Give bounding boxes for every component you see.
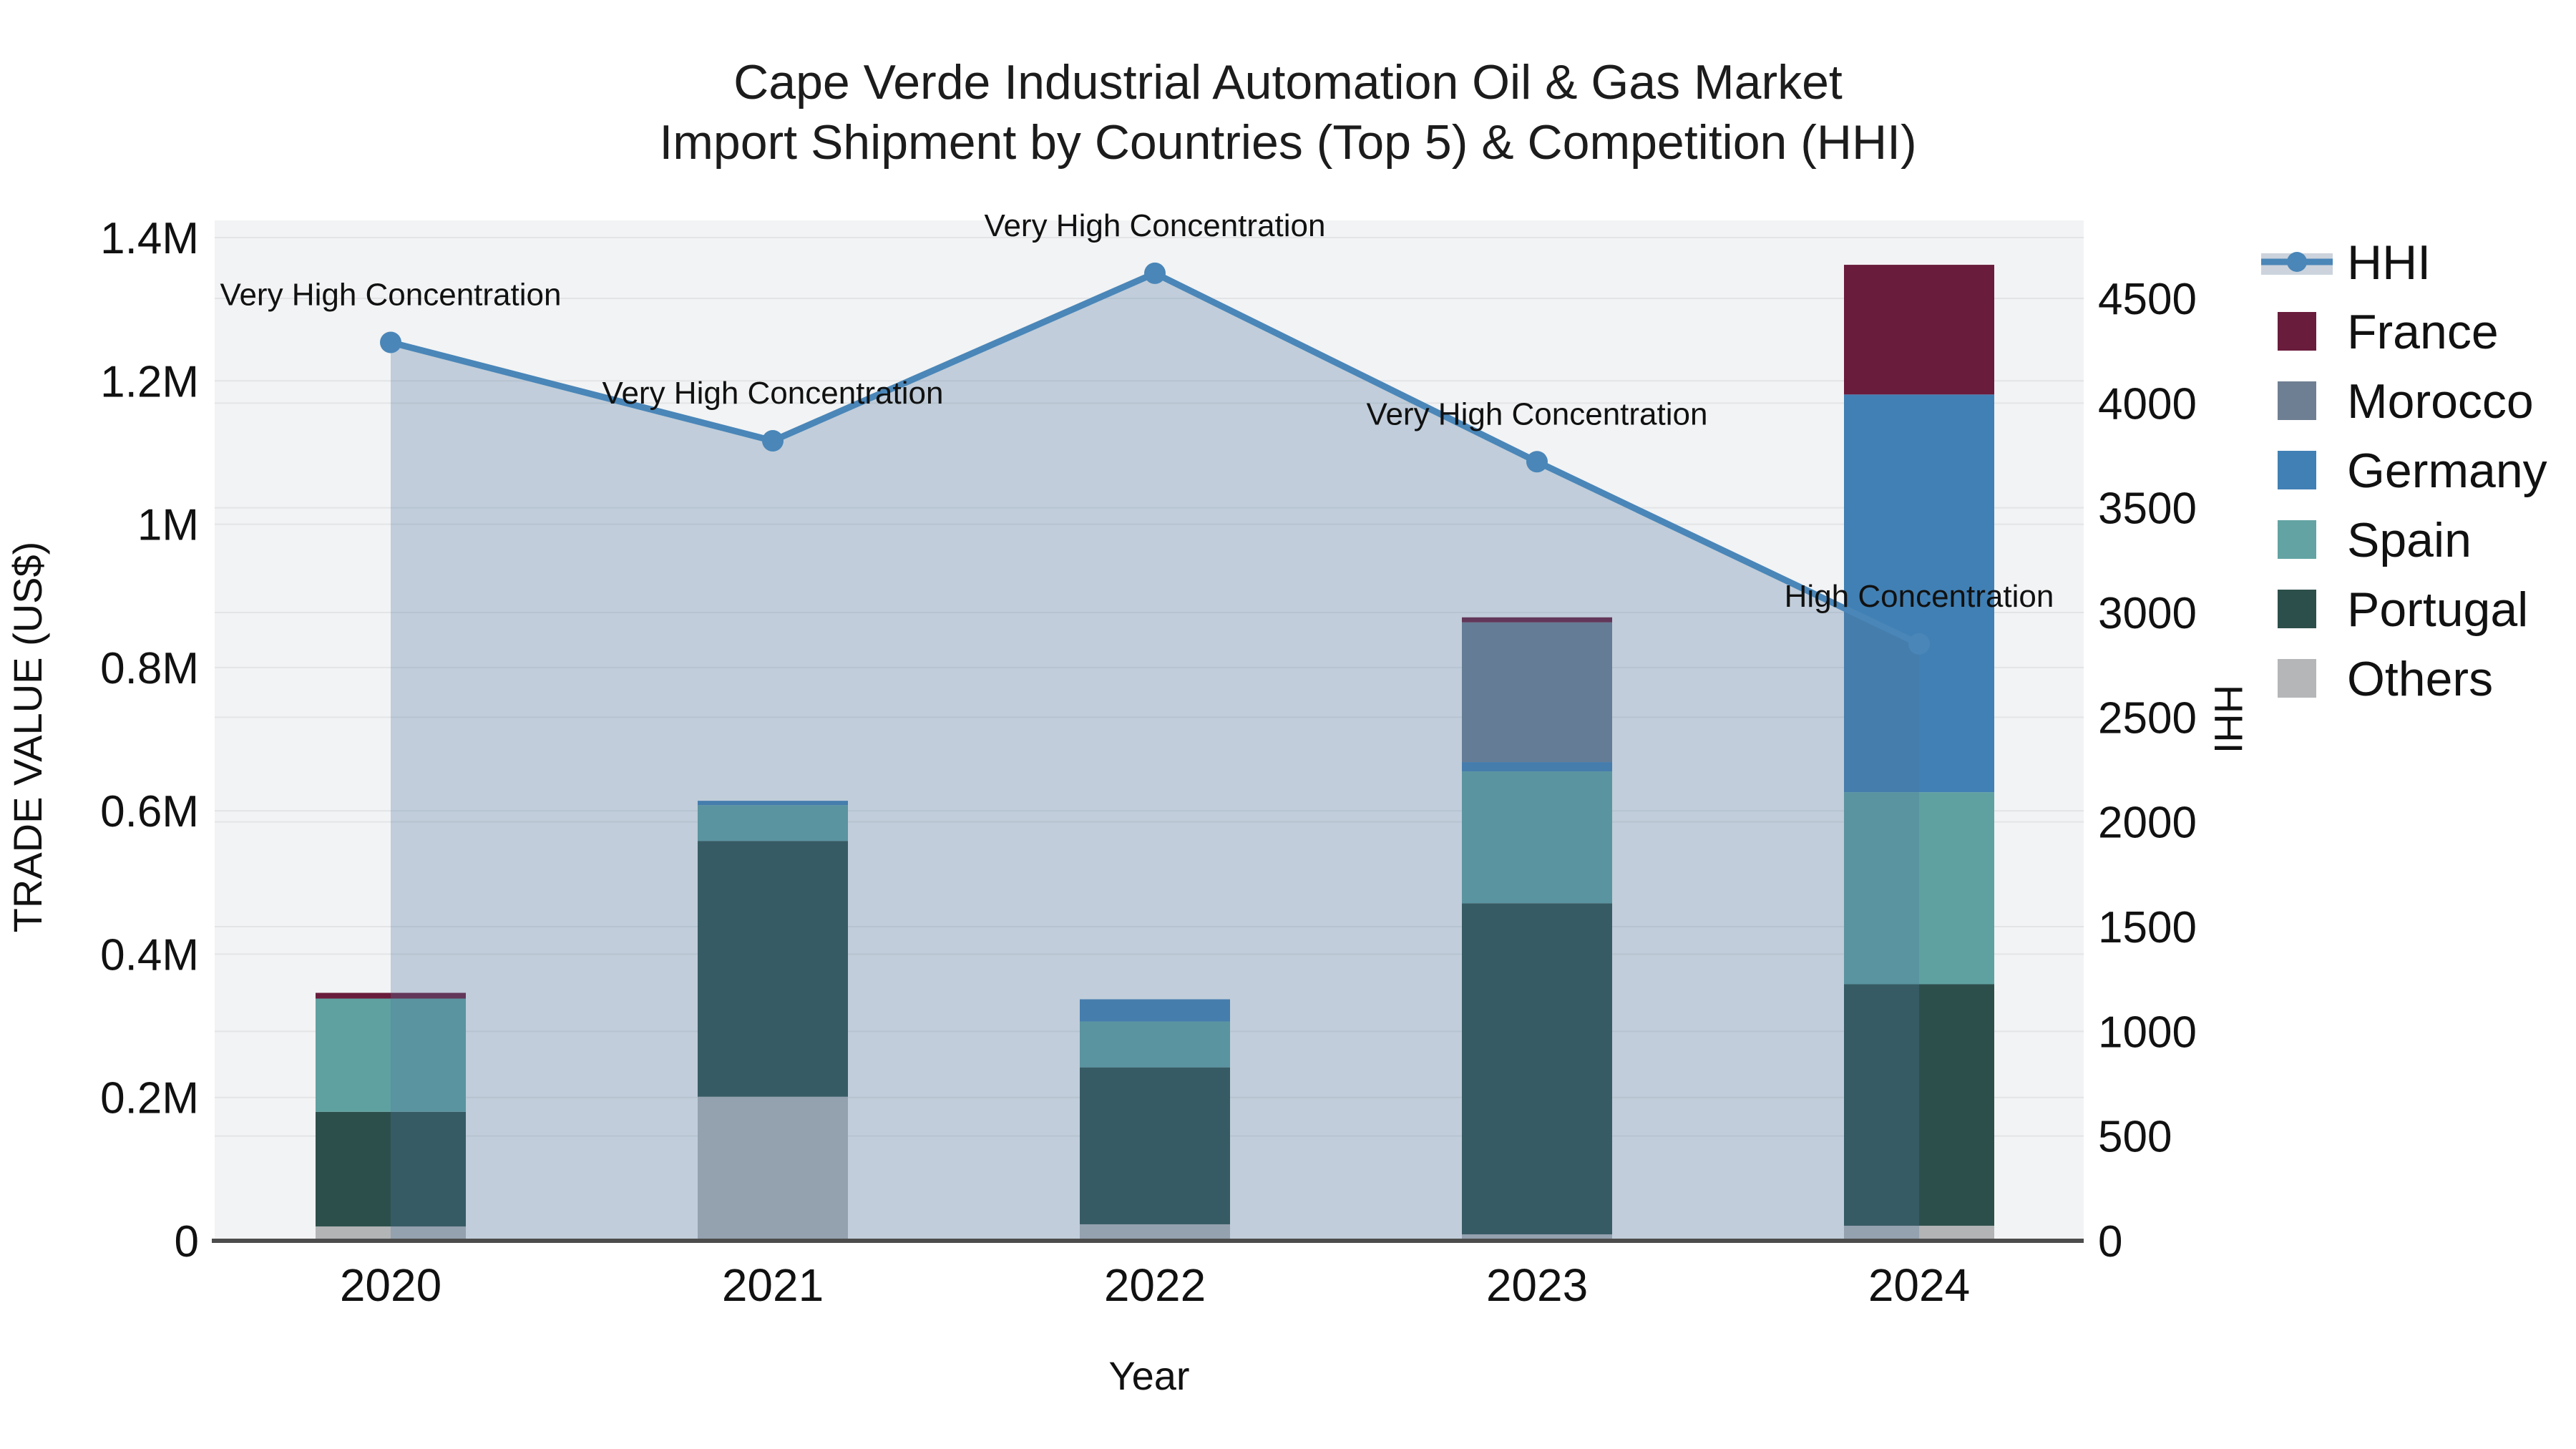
legend-item-morocco[interactable]: Morocco xyxy=(2278,374,2534,429)
bar-segment-portugal-2020[interactable] xyxy=(316,1111,466,1226)
legend-item-germany[interactable]: Germany xyxy=(2278,444,2547,498)
legend-label-hhi: HHI xyxy=(2347,235,2431,290)
bar-segment-spain-2023[interactable] xyxy=(1462,771,1612,904)
hhi-marker-2024[interactable] xyxy=(1908,633,1930,655)
legend-swatch-morocco xyxy=(2278,381,2316,420)
hhi-annotation-2022: Very High Concentration xyxy=(985,208,1326,243)
hhi-marker-2023[interactable] xyxy=(1526,451,1548,473)
legend-swatch-spain xyxy=(2278,520,2316,559)
stacked-bars-layer xyxy=(316,265,1994,1241)
left-axis-tick-label: 0.4M xyxy=(100,930,199,980)
bar-segment-spain-2021[interactable] xyxy=(698,805,848,841)
legend-label-france: France xyxy=(2347,305,2499,359)
legend-label-morocco: Morocco xyxy=(2347,374,2534,429)
bar-segment-germany-2023[interactable] xyxy=(1462,762,1612,772)
x-axis-title: Year xyxy=(1108,1353,1189,1398)
hhi-marker-2021[interactable] xyxy=(762,430,784,452)
right-axis-tick-label: 1000 xyxy=(2098,1008,2197,1057)
right-axis-tick-label: 2000 xyxy=(2098,799,2197,848)
bar-segment-portugal-2023[interactable] xyxy=(1462,903,1612,1234)
bar-segment-france-2020[interactable] xyxy=(316,992,466,999)
hhi-annotation-2024: High Concentration xyxy=(1785,579,2054,614)
annotations-layer: Very High Concentration Very High Concent… xyxy=(220,208,2054,614)
right-axis-tick-label: 4000 xyxy=(2098,379,2197,429)
x-tick-label-2021: 2021 xyxy=(722,1259,824,1311)
bar-segment-others-2023[interactable] xyxy=(1462,1234,1612,1241)
legend-item-spain[interactable]: Spain xyxy=(2278,513,2472,567)
bar-segment-portugal-2021[interactable] xyxy=(698,841,848,1097)
chart-title-line2: Import Shipment by Countries (Top 5) & C… xyxy=(659,115,1916,170)
bar-segment-germany-2021[interactable] xyxy=(698,801,848,806)
right-axis-tick-label: 500 xyxy=(2098,1113,2172,1162)
bar-segment-france-2023[interactable] xyxy=(1462,617,1612,623)
hhi-annotation-2023: Very High Concentration xyxy=(1367,396,1708,431)
legend-hhi-marker-icon xyxy=(2287,252,2307,272)
legend-label-others: Others xyxy=(2347,652,2493,706)
legend-item-france[interactable]: France xyxy=(2278,305,2499,359)
hhi-marker-2020[interactable] xyxy=(380,331,401,353)
left-axis-tick-label: 0.8M xyxy=(100,644,199,693)
legend-label-portugal: Portugal xyxy=(2347,582,2528,637)
bar-segment-france-2024[interactable] xyxy=(1844,265,1994,395)
x-tick-label-2023: 2023 xyxy=(1486,1259,1588,1311)
axes-layer: 0 0.2M 0.4M 0.6M 0.8M 1M 1.2M 1.4M 0 500 1000 1500 2… xyxy=(100,214,2197,1311)
right-axis-tick-label: 3500 xyxy=(2098,484,2197,534)
hhi-annotation-2021: Very High Concentration xyxy=(602,376,944,411)
bar-segment-portugal-2024[interactable] xyxy=(1844,984,1994,1226)
right-axis-title: HHI xyxy=(2206,685,2251,753)
right-axis-tick-label: 1500 xyxy=(2098,903,2197,952)
legend-label-spain: Spain xyxy=(2347,513,2472,567)
x-tick-label-2024: 2024 xyxy=(1868,1259,1970,1311)
left-axis-tick-label: 0.2M xyxy=(100,1074,199,1123)
bar-segment-germany-2022[interactable] xyxy=(1080,999,1230,1022)
bar-segment-spain-2022[interactable] xyxy=(1080,1021,1230,1068)
right-axis-tick-label: 3000 xyxy=(2098,589,2197,638)
bar-segment-others-2024[interactable] xyxy=(1844,1225,1994,1241)
legend-item-portugal[interactable]: Portugal xyxy=(2278,582,2528,637)
right-axis-tick-label: 2500 xyxy=(2098,693,2197,743)
bar-segment-spain-2020[interactable] xyxy=(316,998,466,1112)
left-axis-tick-label: 1M xyxy=(137,501,199,550)
bar-segment-germany-2024[interactable] xyxy=(1844,394,1994,793)
left-axis-title: TRADE VALUE (US$) xyxy=(5,542,50,933)
gridlines-layer xyxy=(215,237,2084,1137)
legend-item-others[interactable]: Others xyxy=(2278,652,2493,706)
x-tick-label-2020: 2020 xyxy=(340,1259,441,1311)
left-axis-tick-label: 0 xyxy=(175,1217,199,1267)
legend-swatch-portugal xyxy=(2278,590,2316,628)
legend: HHI France Morocco Germany Spain Portugal Othe… xyxy=(2261,235,2547,706)
chart-title-line1: Cape Verde Industrial Automation Oil & G… xyxy=(733,55,1843,109)
bar-segment-others-2021[interactable] xyxy=(698,1096,848,1241)
legend-item-hhi[interactable]: HHI xyxy=(2261,235,2431,290)
bar-segment-others-2020[interactable] xyxy=(316,1226,466,1241)
hhi-line-layer xyxy=(380,262,1930,1241)
legend-swatch-france xyxy=(2278,312,2316,351)
left-axis-tick-label: 0.6M xyxy=(100,787,199,836)
bar-segment-spain-2024[interactable] xyxy=(1844,792,1994,985)
right-axis-tick-label: 0 xyxy=(2098,1217,2122,1267)
bar-segment-morocco-2023[interactable] xyxy=(1462,622,1612,763)
right-axis-tick-label: 4500 xyxy=(2098,275,2197,324)
bar-segment-others-2022[interactable] xyxy=(1080,1224,1230,1241)
hhi-marker-2022[interactable] xyxy=(1144,262,1166,284)
hhi-area-fill xyxy=(391,273,1919,1241)
left-axis-tick-label: 1.2M xyxy=(100,357,199,406)
legend-label-germany: Germany xyxy=(2347,444,2547,498)
left-axis-tick-label: 1.4M xyxy=(100,214,199,263)
bar-segment-portugal-2022[interactable] xyxy=(1080,1067,1230,1224)
legend-swatch-others xyxy=(2278,659,2316,698)
x-tick-label-2022: 2022 xyxy=(1104,1259,1206,1311)
hhi-annotation-2020: Very High Concentration xyxy=(220,277,562,312)
legend-swatch-germany xyxy=(2278,451,2316,489)
